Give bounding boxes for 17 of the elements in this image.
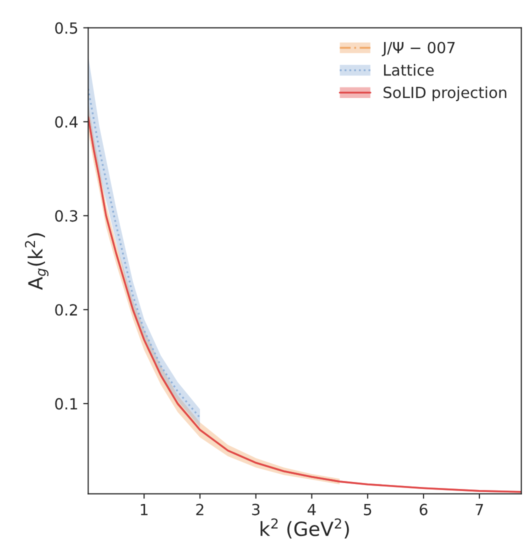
y-tick-label: 0.1 xyxy=(55,398,78,410)
x-tick-label: 7 xyxy=(476,504,483,516)
legend-label: SoLID projection xyxy=(384,86,506,102)
x-tick-label: 3 xyxy=(252,504,260,516)
x-tick-label: 6 xyxy=(420,504,428,516)
x-axis-title: k$^{2}$ (GeV$^{2}$) xyxy=(260,518,349,538)
y-axis-title: A$_{g}$(k$^{2}$) xyxy=(24,233,48,290)
legend-label: J/Ψ − 007 xyxy=(382,42,455,56)
legend-label: Lattice xyxy=(384,64,434,76)
x-tick-label: 4 xyxy=(308,504,316,516)
y-tick-label: 0.3 xyxy=(55,210,78,222)
x-tick-label: 2 xyxy=(196,504,204,516)
x-tick-label: 5 xyxy=(364,504,372,516)
y-tick-label: 0.5 xyxy=(55,22,78,34)
y-tick-label: 0.2 xyxy=(55,304,77,316)
y-tick-label: 0.4 xyxy=(55,116,78,128)
x-tick-label: 1 xyxy=(140,504,148,516)
